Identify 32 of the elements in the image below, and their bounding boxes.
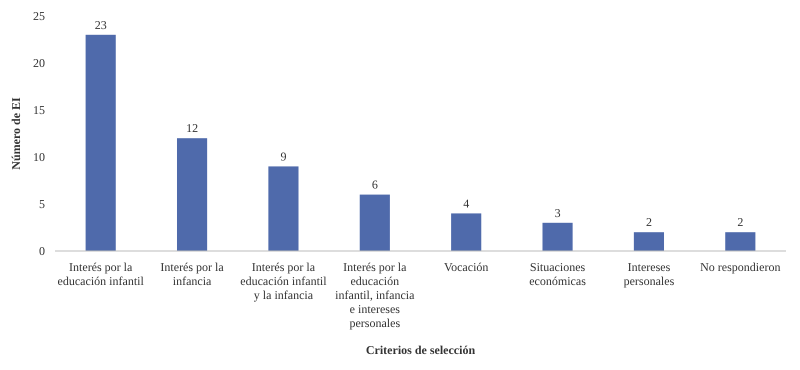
data-label: 2 <box>737 215 744 230</box>
data-label: 2 <box>646 215 652 230</box>
bar <box>725 232 756 251</box>
data-label: 3 <box>554 206 561 220</box>
x-tick-label: Situaciones económicas <box>529 260 586 288</box>
x-tick-label: Interés por la educación infantil, infancia e intereses personales <box>335 260 416 330</box>
x-tick-label: Interés por la educación infantil <box>58 260 144 288</box>
x-tick-label: Interés por la infancia <box>160 260 224 288</box>
y-tick-label: 20 <box>33 56 45 70</box>
data-label: 4 <box>463 196 470 210</box>
bar <box>176 138 208 251</box>
bar <box>451 213 482 251</box>
y-tick-label: 15 <box>33 103 45 118</box>
y-tick-label: 5 <box>39 197 45 212</box>
data-label: 12 <box>186 121 198 136</box>
bar <box>360 194 390 251</box>
y-tick-label: 10 <box>33 150 45 164</box>
data-label: 6 <box>372 178 378 192</box>
bar <box>268 166 299 251</box>
x-tick-label: No respondieron <box>700 260 780 274</box>
x-axis-title: Criterios de selección <box>366 343 476 357</box>
y-tick-label: 0 <box>39 244 45 258</box>
bar <box>634 232 664 251</box>
data-label: 9 <box>280 149 286 164</box>
x-tick-label: Intereses personales <box>624 260 675 288</box>
bar <box>86 34 116 251</box>
data-label: 23 <box>94 18 107 32</box>
y-tick-label: 25 <box>33 9 45 24</box>
y-axis-title: Número de EI <box>9 96 23 170</box>
x-tick-label: Vocación <box>444 260 488 274</box>
bar <box>542 222 573 251</box>
x-tick-label: Interés por la educación infantil y la infancia <box>240 260 328 302</box>
